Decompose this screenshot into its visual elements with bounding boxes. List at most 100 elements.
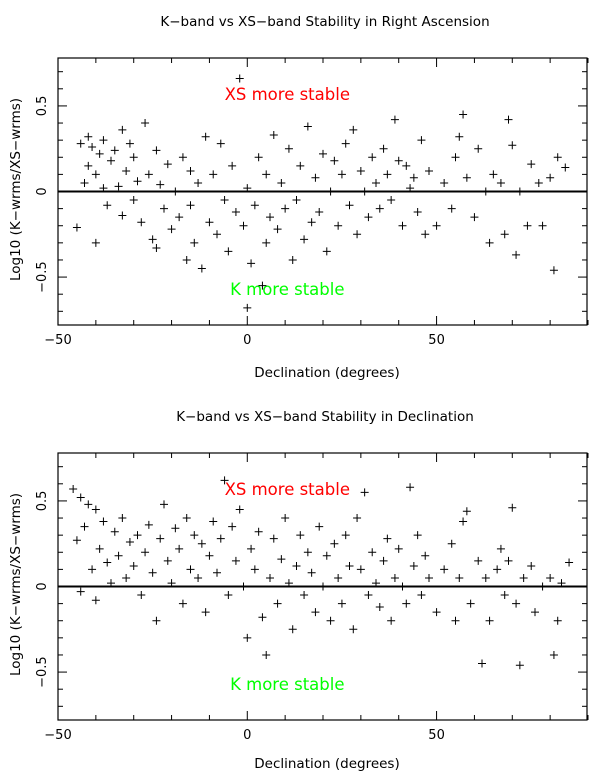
data-point bbox=[141, 119, 150, 128]
data-point bbox=[205, 551, 214, 560]
data-point bbox=[561, 163, 570, 172]
data-point bbox=[356, 565, 365, 574]
data-point bbox=[118, 125, 127, 134]
data-point bbox=[523, 221, 532, 230]
data-point bbox=[288, 625, 297, 634]
data-point bbox=[91, 238, 100, 247]
data-point bbox=[353, 514, 362, 523]
y-tick-label: 0.5 bbox=[35, 491, 50, 512]
data-point bbox=[459, 517, 468, 526]
chart-1: K−band vs XS−band Stability in Right Asc… bbox=[8, 14, 589, 381]
data-point bbox=[307, 568, 316, 577]
data-point bbox=[478, 659, 486, 668]
data-point bbox=[72, 536, 81, 545]
data-point bbox=[368, 548, 377, 557]
data-point bbox=[84, 132, 93, 141]
data-point bbox=[372, 579, 380, 588]
x-tick-label: 0 bbox=[243, 728, 251, 743]
data-point bbox=[250, 565, 259, 574]
y-tick-label: −0.5 bbox=[35, 656, 50, 688]
data-point bbox=[489, 170, 498, 179]
data-point bbox=[337, 599, 346, 608]
data-point bbox=[330, 539, 339, 548]
data-point bbox=[88, 143, 97, 151]
data-point bbox=[213, 230, 221, 239]
data-point bbox=[322, 247, 331, 256]
data-point bbox=[538, 582, 547, 591]
data-point bbox=[76, 587, 85, 596]
data-point bbox=[462, 507, 471, 516]
chart-title: K−band vs XS−band Stability in Right Asc… bbox=[160, 14, 489, 30]
data-point bbox=[175, 213, 184, 222]
data-point bbox=[114, 551, 123, 560]
annotation-xs-more-stable: XS more stable bbox=[225, 480, 350, 499]
data-point bbox=[148, 568, 157, 577]
data-point bbox=[364, 213, 373, 222]
data-point bbox=[167, 579, 176, 588]
data-point bbox=[455, 573, 464, 582]
data-point bbox=[277, 555, 286, 564]
data-point bbox=[277, 178, 286, 187]
data-point bbox=[220, 196, 229, 205]
data-point bbox=[273, 599, 282, 608]
data-point bbox=[413, 208, 422, 217]
data-point bbox=[95, 544, 104, 553]
data-point bbox=[197, 264, 206, 273]
data-point bbox=[485, 238, 494, 247]
x-axis-label: Declination (degrees) bbox=[254, 365, 399, 381]
data-point bbox=[91, 596, 100, 605]
data-point bbox=[152, 146, 161, 155]
x-tick-label: −50 bbox=[44, 333, 71, 348]
data-point bbox=[144, 520, 153, 529]
data-point bbox=[300, 591, 309, 600]
data-point bbox=[341, 531, 350, 540]
data-point bbox=[125, 139, 134, 148]
data-point bbox=[288, 255, 297, 264]
data-point bbox=[103, 558, 112, 567]
data-point bbox=[262, 650, 271, 659]
data-point bbox=[266, 213, 274, 222]
data-point bbox=[466, 599, 475, 608]
data-point bbox=[88, 565, 97, 574]
data-point bbox=[459, 110, 468, 119]
data-point bbox=[239, 221, 248, 230]
data-point bbox=[99, 136, 108, 145]
data-point bbox=[538, 221, 547, 230]
data-point bbox=[451, 153, 460, 162]
data-point bbox=[322, 551, 331, 560]
y-tick-label: −0.5 bbox=[35, 261, 50, 293]
data-point bbox=[99, 517, 108, 526]
data-point bbox=[372, 178, 380, 187]
data-point bbox=[216, 534, 225, 543]
data-point bbox=[379, 556, 388, 565]
data-point bbox=[470, 213, 479, 222]
data-point bbox=[319, 582, 327, 591]
data-point bbox=[527, 160, 536, 169]
x-axis-label: Declination (degrees) bbox=[254, 756, 399, 772]
data-point bbox=[557, 579, 566, 588]
data-point bbox=[387, 196, 396, 205]
data-point bbox=[114, 182, 123, 191]
data-point bbox=[319, 149, 327, 158]
data-point bbox=[383, 170, 392, 179]
data-point bbox=[353, 230, 362, 239]
data-point bbox=[447, 204, 456, 213]
data-point bbox=[224, 591, 233, 600]
data-point bbox=[148, 235, 157, 244]
data-point bbox=[504, 556, 513, 565]
data-point bbox=[292, 196, 301, 205]
data-point bbox=[549, 266, 558, 275]
data-point bbox=[247, 544, 256, 553]
data-point bbox=[440, 565, 449, 574]
data-point bbox=[284, 144, 293, 153]
data-point bbox=[417, 591, 426, 600]
data-point bbox=[390, 573, 399, 582]
annotation-k-more-stable: K more stable bbox=[230, 280, 344, 299]
data-point bbox=[91, 170, 100, 179]
data-point bbox=[531, 608, 539, 617]
data-point bbox=[402, 161, 411, 170]
data-point bbox=[334, 573, 343, 582]
data-point bbox=[144, 170, 153, 179]
data-point bbox=[228, 161, 237, 170]
data-point bbox=[337, 170, 346, 179]
